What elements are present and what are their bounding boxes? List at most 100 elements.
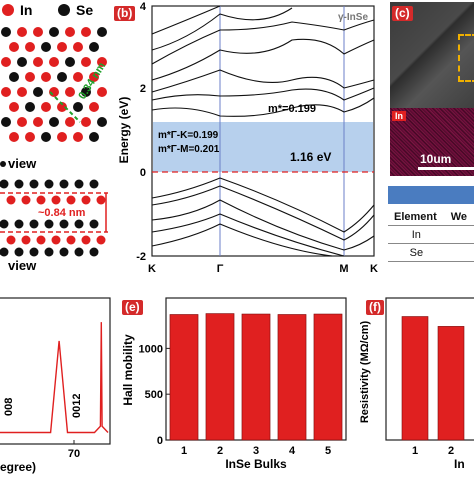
table-cell-se: Se: [388, 243, 445, 262]
hall-ylabel: Hall mobility: [121, 334, 135, 406]
atom: [25, 72, 35, 82]
atom: [33, 117, 43, 127]
atom: [81, 87, 91, 97]
atom: [59, 219, 69, 229]
scale-bar-label: 10um: [420, 152, 452, 166]
panel-a: In Se 0.34 nm view ~0.84 nm view: [0, 0, 112, 290]
atom: [81, 117, 91, 127]
resistivity-plot-frame: [385, 297, 474, 441]
atom: [57, 72, 67, 82]
side-view-lattice: [0, 179, 106, 257]
atom: [9, 102, 19, 112]
resistivity-ylabel: Resistivity (MΩ/cm): [359, 320, 371, 423]
atom: [6, 235, 16, 245]
band-lines: [151, 5, 375, 257]
atom: [89, 102, 99, 112]
atom: [51, 235, 61, 245]
xrd-frame: [0, 297, 111, 445]
atom: [29, 179, 39, 189]
hall-xtick-label: 1: [181, 445, 187, 457]
table-cell-in: In: [388, 225, 445, 244]
top-view-label: view: [8, 156, 37, 171]
atom: [36, 235, 46, 245]
xrd-figure: 008 0012 70 egree): [0, 297, 111, 474]
table-header-weight: We: [444, 208, 474, 226]
atom: [97, 117, 107, 127]
atom: [41, 42, 51, 52]
atom: [1, 117, 11, 127]
legend-in-label: In: [20, 2, 32, 18]
atom: [74, 219, 84, 229]
atom: [59, 179, 69, 189]
atom: [9, 132, 19, 142]
ytick-0: 0: [140, 167, 146, 179]
spacing-side-label: ~0.84 nm: [38, 207, 86, 219]
xrd-peak-008-label: 008: [3, 398, 15, 416]
atom: [0, 247, 9, 257]
atom: [33, 57, 43, 67]
atom: [89, 219, 99, 229]
hall-bar-1: [169, 314, 199, 441]
sem-selection-box: [458, 34, 474, 82]
atom: [17, 87, 27, 97]
atom: [73, 42, 83, 52]
atom: [14, 179, 24, 189]
atom: [97, 87, 107, 97]
xrd-peak-0012-label: 0012: [71, 394, 83, 418]
panel-f: 1 2 Resistivity (MΩ/cm) In (f): [354, 292, 474, 474]
atom: [44, 219, 54, 229]
atom: [57, 42, 67, 52]
hall-xtick-label: 3: [253, 445, 259, 457]
panel-d: 008 0012 70 egree): [0, 292, 118, 474]
eds-map-element: In: [392, 111, 406, 121]
band-ylabel: Energy (eV): [117, 97, 131, 164]
mass-gm-label: m*Γ-M=0.201: [158, 144, 220, 155]
hall-ytick-label: 0: [157, 435, 163, 447]
atom: [1, 87, 11, 97]
atom: [89, 247, 99, 257]
atom: [81, 57, 91, 67]
atom: [81, 195, 91, 205]
band-structure-figure: 4 2 0 -2 Energy (eV) K Γ M K γ-InSe m*=0…: [117, 1, 378, 275]
atom: [29, 247, 39, 257]
ytick-4: 4: [140, 1, 147, 13]
side-view-label: view: [8, 258, 37, 273]
atom: [6, 195, 16, 205]
atom: [65, 117, 75, 127]
xrd-pattern-line: [0, 322, 109, 434]
atom: [29, 219, 39, 229]
material-tag: γ-InSe: [338, 12, 368, 23]
atom: [73, 102, 83, 112]
resistivity-xtick-label: 1: [412, 445, 418, 457]
atom: [81, 27, 91, 37]
resistivity-xtick-label: 2: [448, 445, 454, 457]
kpoint-gamma: Γ: [217, 263, 224, 275]
legend-se-marker: [58, 4, 70, 16]
atom: [25, 132, 35, 142]
hall-bar-5: [313, 313, 343, 441]
resistivity-bar-1: [401, 316, 429, 441]
atom: [96, 195, 106, 205]
atom: [81, 235, 91, 245]
top-view-lattice: [1, 27, 107, 142]
atom: [66, 195, 76, 205]
atom: [21, 195, 31, 205]
atom: [44, 247, 54, 257]
atom: [41, 102, 51, 112]
panel-e-label: (e): [122, 300, 143, 315]
atom: [0, 219, 9, 229]
hall-ytick-label: 1000: [139, 343, 163, 355]
atom: [65, 57, 75, 67]
atom: [59, 247, 69, 257]
xrd-xtick-70: 70: [68, 448, 80, 460]
resistivity-bar-2: [437, 326, 465, 441]
panel-e: 0 500 1000 1 2 3 4 5 Hall mobility InSe Bulks (…: [118, 292, 354, 474]
panel-c: (c) In 10um Element We In Se: [388, 0, 474, 290]
hall-xlabel: InSe Bulks: [225, 457, 287, 471]
atom: [14, 247, 24, 257]
atom: [25, 102, 35, 112]
atom: [9, 42, 19, 52]
atom: [89, 42, 99, 52]
atom: [73, 72, 83, 82]
resistivity-xlabel: In: [454, 457, 465, 471]
